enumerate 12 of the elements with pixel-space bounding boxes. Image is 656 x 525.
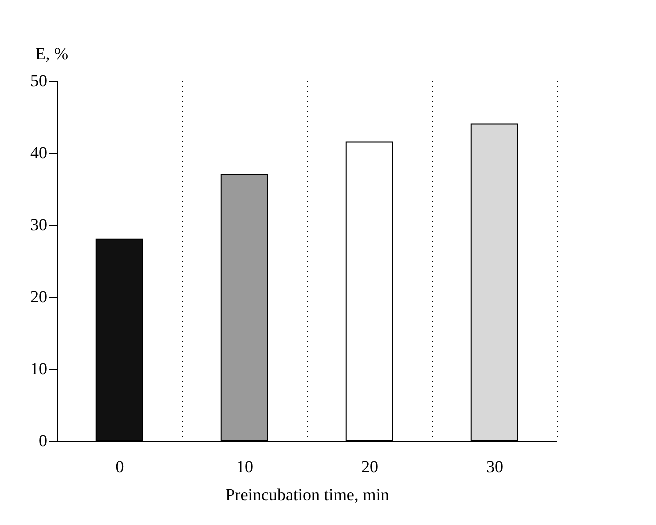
y-tick-label: 0 [39,432,48,450]
x-tick-label: 20 [362,458,378,476]
x-axis-title: Preincubation time, min [226,486,390,504]
y-tick-label: 20 [30,288,48,306]
x-tick-label: 0 [116,458,124,476]
y-tick-label: 30 [30,216,48,234]
y-tick-label: 40 [30,144,48,162]
y-tick-label: 50 [30,72,48,90]
y-tick-label: 10 [30,360,48,378]
x-tick-label: 10 [236,458,254,476]
y-axis-title: E, % [36,44,69,64]
x-tick-label: 30 [486,458,504,476]
